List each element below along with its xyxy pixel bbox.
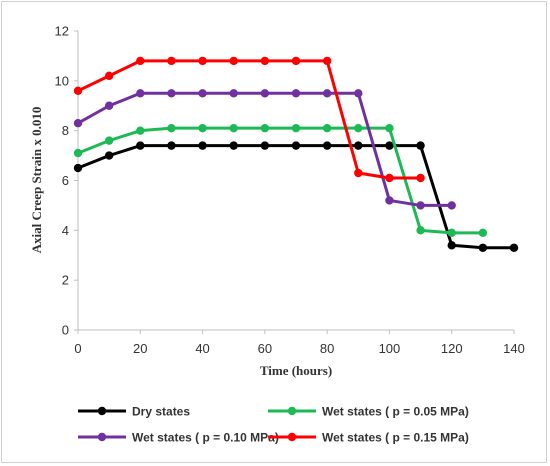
data-point: [198, 123, 207, 133]
data-point: [167, 89, 176, 98]
data-point: [136, 126, 145, 135]
data-point: [229, 123, 238, 133]
legend-label: Wet states ( p = 0.15 MPa): [322, 431, 469, 445]
data-point: [260, 56, 270, 66]
legend-entry: Wet states ( p = 0.05 MPa): [268, 405, 469, 419]
legend-marker: [97, 406, 107, 416]
data-point: [73, 163, 83, 173]
data-point: [416, 173, 425, 183]
data-point: [136, 141, 145, 150]
data-point: [73, 148, 83, 158]
data-point: [291, 123, 301, 133]
x-tick-label: 40: [195, 341, 209, 356]
y-tick-label: 2: [62, 273, 69, 288]
legend-marker: [287, 406, 297, 416]
data-point: [167, 141, 176, 150]
data-point: [354, 123, 363, 133]
data-point: [416, 201, 425, 210]
series-line: [77, 59, 421, 180]
data-point: [478, 243, 488, 252]
x-tick-label: 80: [320, 341, 334, 356]
y-tick-label: 4: [62, 223, 69, 238]
series-line: [77, 126, 483, 235]
x-tick-label: 20: [133, 341, 147, 356]
data-point: [385, 196, 394, 205]
y-tick-label: 10: [55, 73, 69, 88]
legend-label: Wet states ( p = 0.10 MPa): [132, 431, 279, 445]
data-point: [322, 123, 332, 133]
data-point: [385, 123, 394, 133]
data-point: [291, 89, 301, 98]
data-point: [104, 151, 114, 160]
x-tick-label: 120: [441, 341, 463, 356]
legend-entry: Wet states ( p = 0.10 MPa): [78, 431, 279, 445]
data-point: [385, 173, 394, 183]
legend-entry: Wet states ( p = 0.15 MPa): [268, 431, 469, 445]
data-point: [322, 141, 332, 150]
legend: Dry states Wet states ( p = 0.05 MPa) Wet …: [78, 405, 469, 445]
data-point: [447, 201, 456, 210]
data-point: [198, 56, 207, 66]
data-point: [229, 56, 238, 66]
data-point: [229, 141, 238, 150]
data-point: [385, 141, 394, 150]
legend-label: Dry states: [132, 405, 190, 419]
data-point: [198, 89, 207, 98]
data-point: [198, 141, 207, 150]
x-tick-label: 140: [503, 341, 525, 356]
data-point: [447, 241, 456, 250]
data-point: [291, 56, 301, 66]
data-point: [260, 141, 270, 150]
series-1: [73, 141, 519, 252]
series-4: [73, 56, 425, 183]
y-axis-title: Axial Creep Strain x 0.010: [29, 107, 44, 254]
y-tick-label: 0: [62, 323, 69, 338]
data-point: [354, 89, 363, 98]
data-point: [478, 228, 488, 238]
y-tick-label: 6: [62, 173, 69, 188]
legend-label: Wet states ( p = 0.05 MPa): [322, 405, 469, 419]
legend-marker: [287, 432, 297, 442]
x-tick-label: 0: [74, 341, 81, 356]
data-point: [509, 243, 519, 252]
x-axis-title: Time (hours): [260, 363, 332, 378]
data-point: [447, 228, 456, 238]
data-point: [291, 141, 301, 150]
series-3: [73, 89, 456, 210]
data-point: [104, 101, 114, 110]
data-point: [354, 168, 363, 178]
data-point: [136, 89, 145, 98]
series-2: [73, 123, 488, 238]
data-point: [167, 56, 176, 66]
x-tick-label: 60: [258, 341, 272, 356]
data-point: [416, 226, 425, 235]
data-point: [73, 86, 83, 96]
y-tick-label: 8: [62, 123, 69, 138]
data-point: [167, 123, 176, 133]
data-point: [260, 123, 270, 133]
data-point: [354, 141, 363, 150]
legend-marker: [97, 432, 107, 442]
data-point: [260, 89, 270, 98]
data-point: [136, 56, 145, 66]
data-point: [73, 118, 83, 128]
plot-area: [73, 56, 519, 252]
data-point: [416, 141, 425, 150]
data-point: [322, 56, 332, 66]
data-point: [104, 71, 114, 81]
data-point: [104, 136, 114, 145]
y-tick-label: 12: [55, 24, 69, 39]
data-point: [229, 89, 238, 98]
legend-entry: Dry states: [78, 405, 190, 419]
x-tick-label: 100: [379, 341, 401, 356]
data-point: [322, 89, 332, 98]
